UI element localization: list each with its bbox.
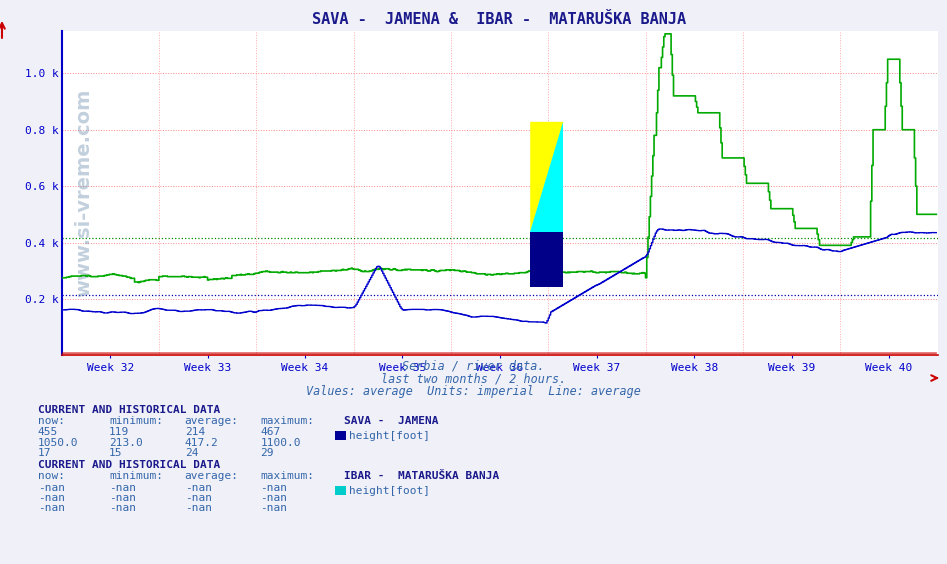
Text: 1100.0: 1100.0 [260,438,301,448]
Text: Values: average  Units: imperial  Line: average: Values: average Units: imperial Line: av… [306,385,641,398]
Text: SAVA -  JAMENA: SAVA - JAMENA [344,416,438,426]
Text: -nan: -nan [38,503,65,513]
Bar [530,232,563,287]
Text: 1050.0: 1050.0 [38,438,79,448]
Text: 24: 24 [185,448,198,458]
Text: -nan: -nan [185,493,212,503]
Text: -nan: -nan [109,503,136,513]
Polygon shape [530,122,563,232]
Text: maximum:: maximum: [260,472,314,482]
Text: 455: 455 [38,428,58,438]
Title: SAVA -  JAMENA &  IBAR -  MATARUŠKA BANJA: SAVA - JAMENA & IBAR - MATARUŠKA BANJA [313,12,687,27]
Text: height[foot]: height[foot] [349,431,431,441]
Text: CURRENT AND HISTORICAL DATA: CURRENT AND HISTORICAL DATA [38,460,220,470]
Text: -nan: -nan [185,503,212,513]
Text: www.si-vreme.com: www.si-vreme.com [74,89,93,297]
Text: 119: 119 [109,428,129,438]
Text: -nan: -nan [260,503,288,513]
Text: height[foot]: height[foot] [349,486,431,496]
Text: now:: now: [38,472,65,482]
Text: -nan: -nan [260,483,288,493]
Text: CURRENT AND HISTORICAL DATA: CURRENT AND HISTORICAL DATA [38,405,220,415]
Text: -nan: -nan [109,493,136,503]
Text: 213.0: 213.0 [109,438,143,448]
Polygon shape [530,122,563,232]
Text: -nan: -nan [260,493,288,503]
Text: 29: 29 [260,448,274,458]
Text: minimum:: minimum: [109,472,163,482]
Text: -nan: -nan [109,483,136,493]
Text: -nan: -nan [38,483,65,493]
Text: maximum:: maximum: [260,416,314,426]
Text: 417.2: 417.2 [185,438,219,448]
Text: -nan: -nan [185,483,212,493]
Text: -nan: -nan [38,493,65,503]
Text: minimum:: minimum: [109,416,163,426]
Text: IBAR -  MATARUŠKA BANJA: IBAR - MATARUŠKA BANJA [344,472,499,482]
Text: average:: average: [185,472,239,482]
Text: 214: 214 [185,428,205,438]
Text: now:: now: [38,416,65,426]
Text: 15: 15 [109,448,122,458]
Text: 467: 467 [260,428,280,438]
Text: Serbia / river data.: Serbia / river data. [402,359,545,372]
Text: average:: average: [185,416,239,426]
Text: last two months / 2 hours.: last two months / 2 hours. [381,372,566,385]
Text: 17: 17 [38,448,51,458]
